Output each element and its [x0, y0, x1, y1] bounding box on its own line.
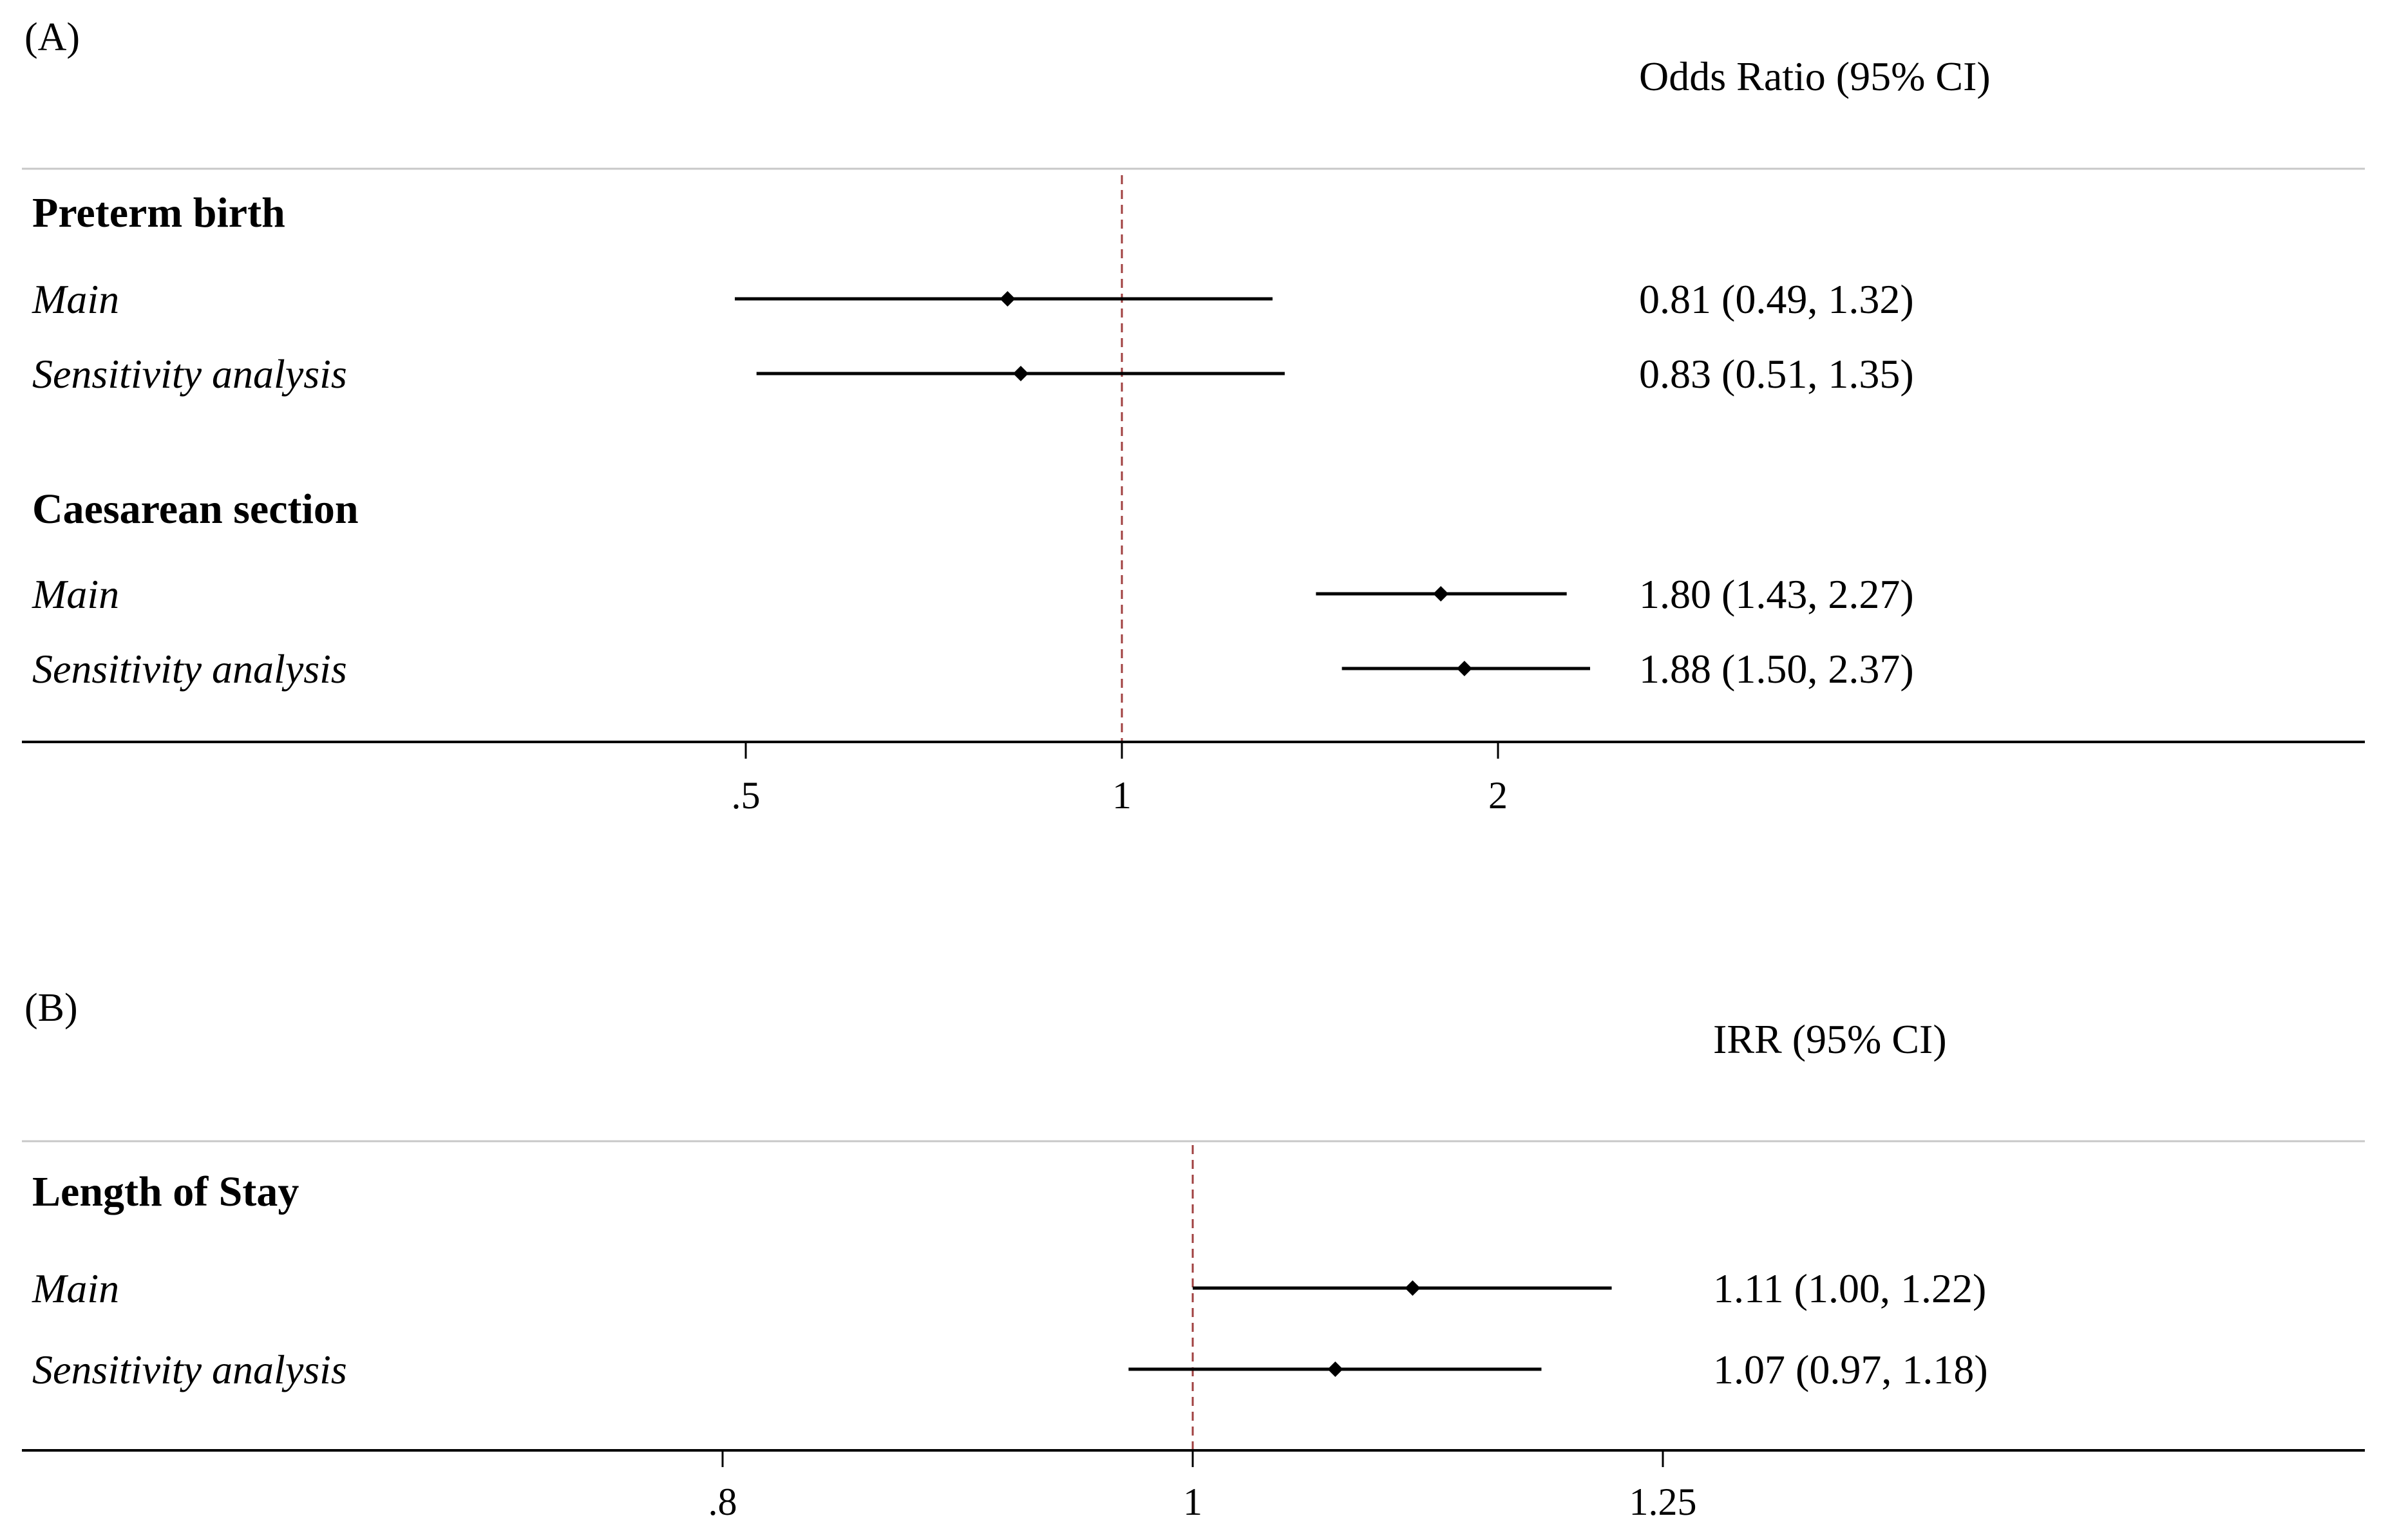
point-estimate — [1327, 1361, 1343, 1377]
column-header: Odds Ratio (95% CI) — [1639, 53, 1991, 99]
column-header: IRR (95% CI) — [1713, 1016, 1947, 1062]
point-estimate — [1456, 661, 1472, 676]
point-estimate — [1000, 291, 1016, 307]
row-label: Sensitivity analysis — [32, 351, 347, 397]
estimate-text: 0.83 (0.51, 1.35) — [1639, 351, 1914, 397]
estimate-text: 1.11 (1.00, 1.22) — [1713, 1266, 1986, 1311]
point-estimate — [1433, 586, 1449, 602]
x-axis-tick-label: 1 — [1112, 774, 1132, 817]
x-axis-tick-label: .5 — [732, 774, 761, 817]
estimate-text: 1.07 (0.97, 1.18) — [1713, 1347, 1988, 1392]
x-axis-tick-label: .8 — [708, 1481, 737, 1523]
x-axis-tick-label: 1.25 — [1629, 1481, 1697, 1523]
row-label: Main — [32, 571, 119, 617]
group-label: Caesarean section — [32, 486, 359, 533]
row-label: Main — [32, 1266, 119, 1311]
estimate-text: 1.80 (1.43, 2.27) — [1639, 571, 1914, 617]
group-label: Preterm birth — [32, 189, 285, 236]
x-axis-tick-label: 2 — [1488, 774, 1508, 817]
row-label: Sensitivity analysis — [32, 646, 347, 692]
row-label: Sensitivity analysis — [32, 1347, 347, 1392]
panel-label: (A) — [24, 15, 80, 59]
panel-label: (B) — [24, 986, 78, 1030]
row-label: Main — [32, 276, 119, 322]
estimate-text: 0.81 (0.49, 1.32) — [1639, 276, 1914, 322]
point-estimate — [1405, 1280, 1421, 1296]
estimate-text: 1.88 (1.50, 2.37) — [1639, 646, 1914, 692]
x-axis-tick-label: 1 — [1183, 1481, 1202, 1523]
point-estimate — [1013, 366, 1029, 381]
group-label: Length of Stay — [32, 1168, 299, 1215]
